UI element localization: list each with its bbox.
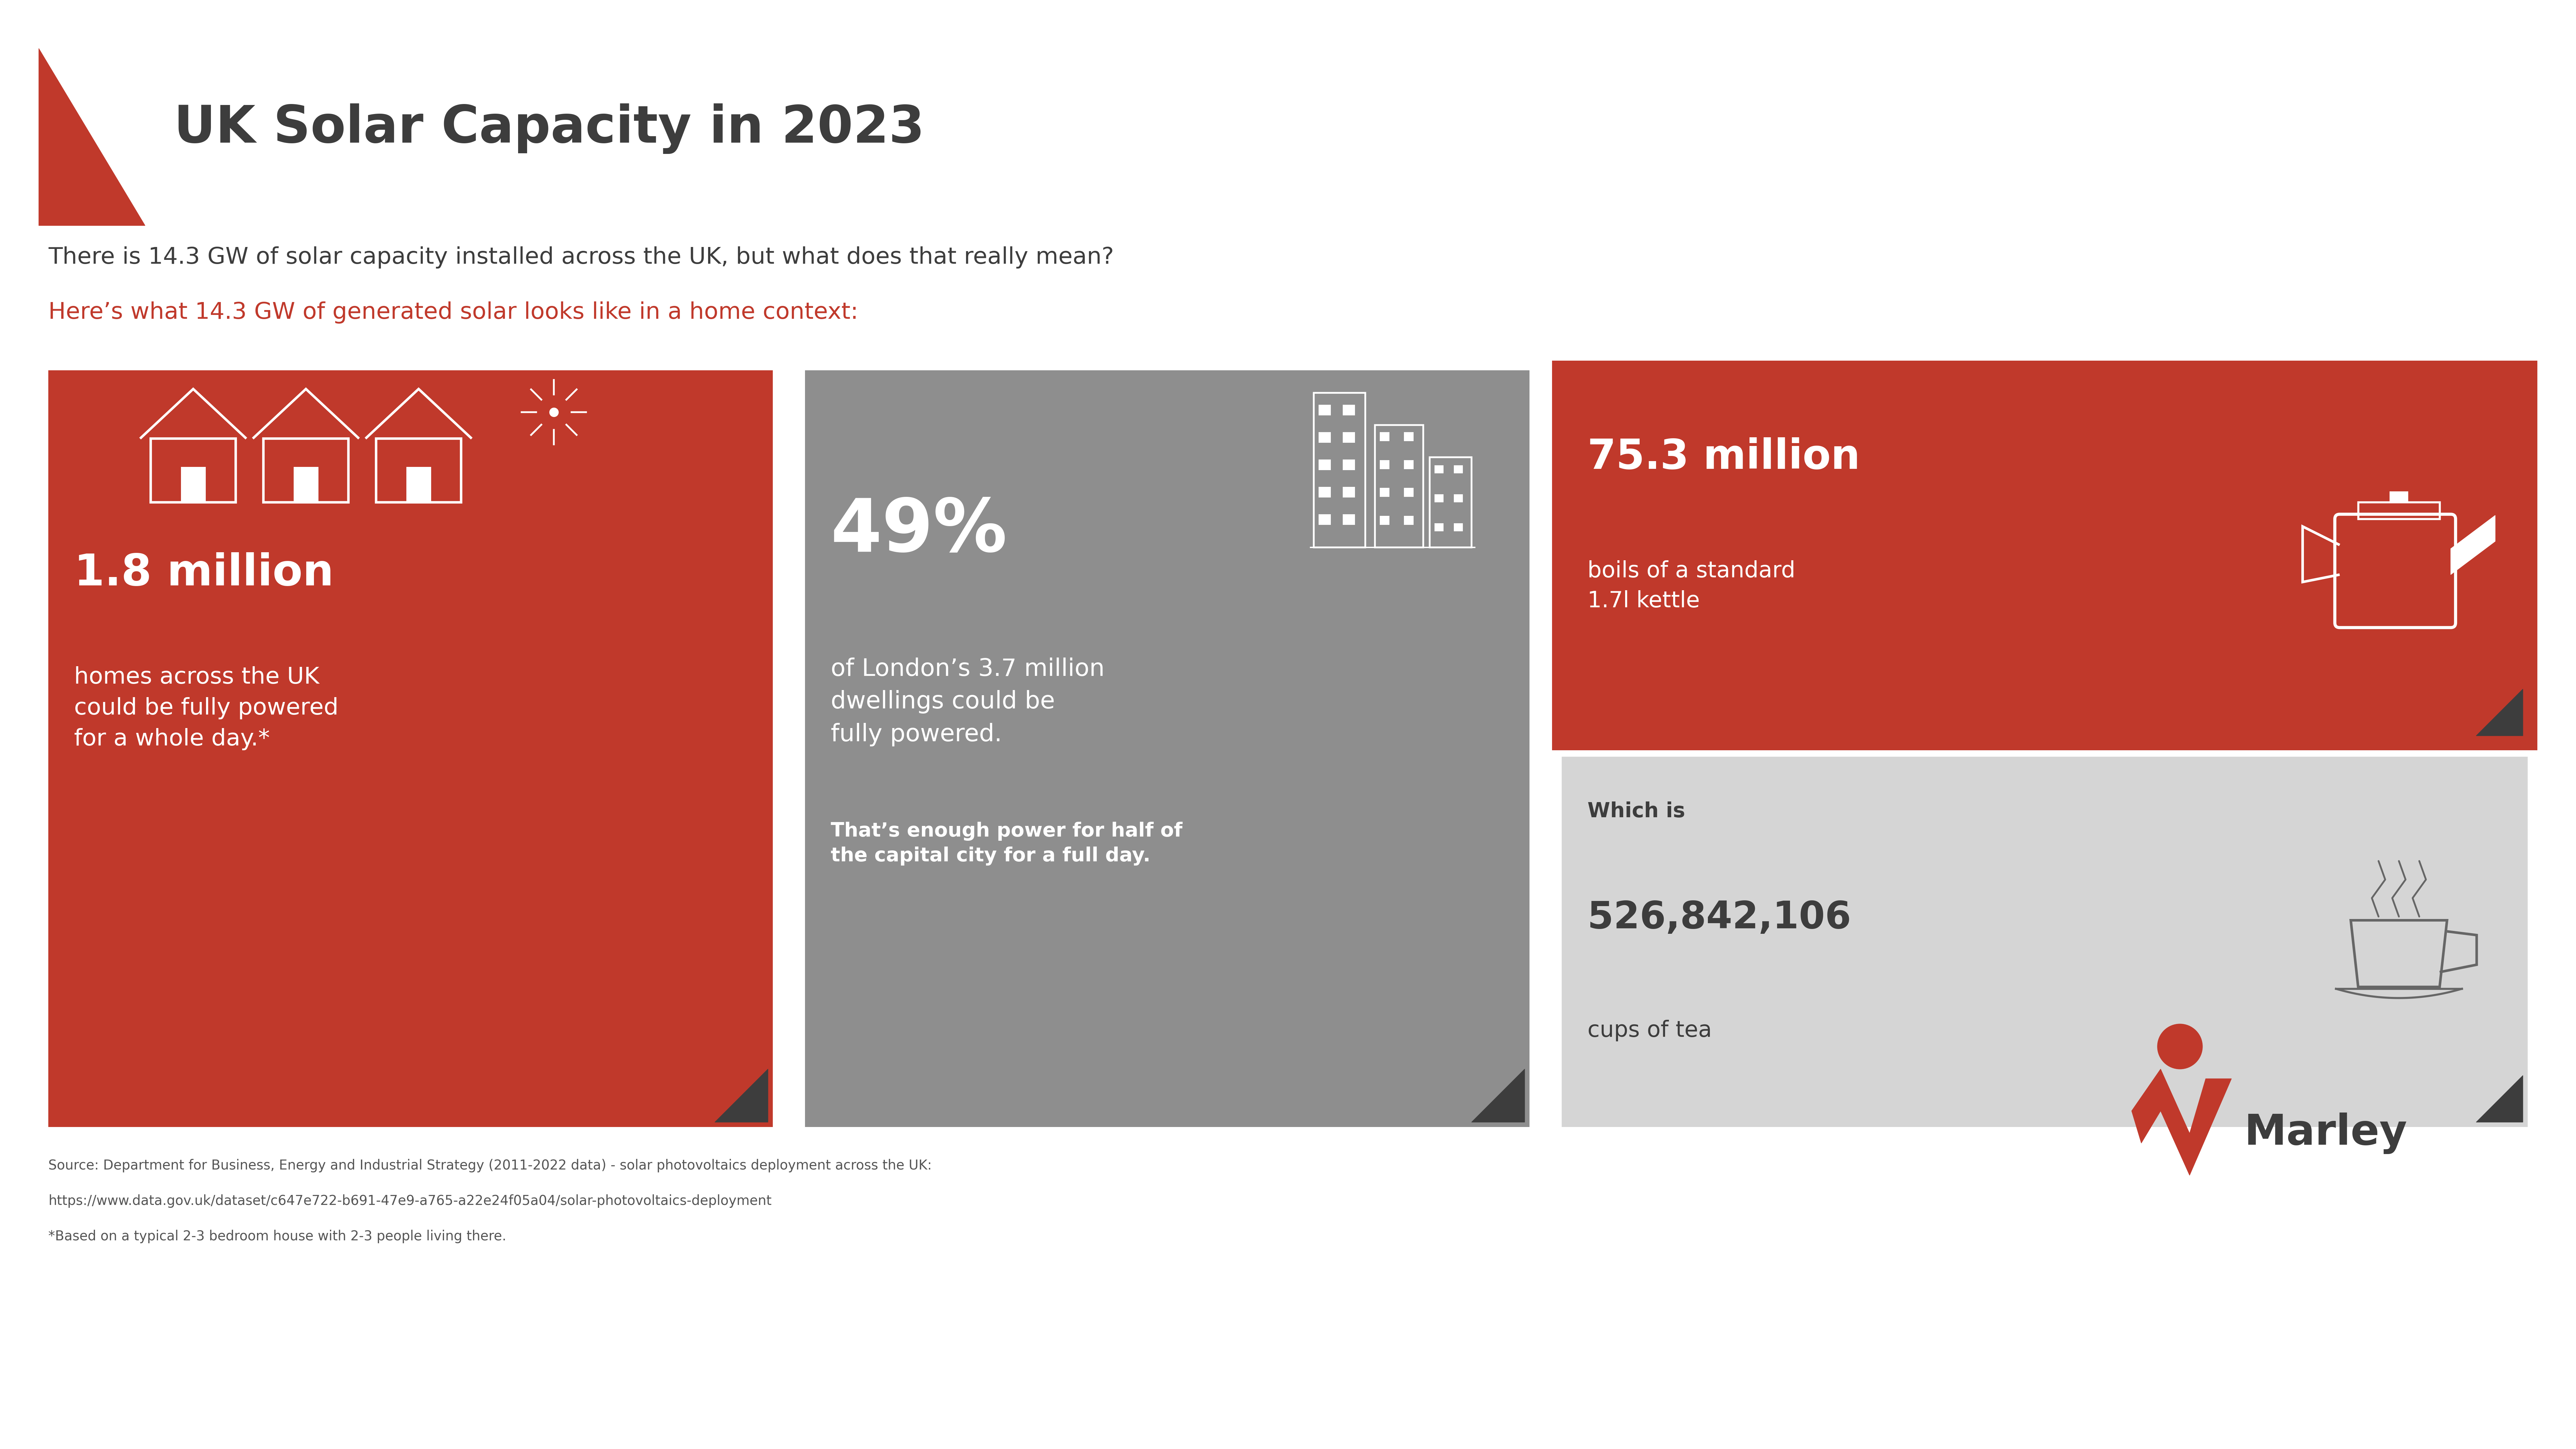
Bar <box>1453 494 1463 503</box>
Polygon shape <box>39 48 144 226</box>
Bar <box>1314 393 1365 548</box>
Bar <box>1342 487 1355 497</box>
Bar <box>2357 503 2439 519</box>
Bar <box>1435 465 1443 474</box>
Text: UK Solar Capacity in 2023: UK Solar Capacity in 2023 <box>175 103 925 154</box>
Bar <box>1381 488 1388 497</box>
Text: 75.3 million: 75.3 million <box>1587 438 1860 477</box>
Bar <box>1404 432 1414 440</box>
Bar <box>294 467 319 503</box>
Bar <box>1319 459 1332 469</box>
Bar <box>1381 432 1388 440</box>
Text: 526,842,106: 526,842,106 <box>1587 900 1852 936</box>
Text: There is 14.3 GW of solar capacity installed across the UK, but what does that r: There is 14.3 GW of solar capacity insta… <box>49 246 1113 268</box>
Bar <box>263 439 348 503</box>
Bar <box>149 439 237 503</box>
Bar <box>1376 425 1422 548</box>
Polygon shape <box>2133 1069 2231 1175</box>
Bar <box>180 467 206 503</box>
Bar <box>1319 432 1332 443</box>
Bar <box>1319 404 1332 416</box>
Bar <box>1453 523 1463 532</box>
Text: Marley: Marley <box>2244 1113 2409 1155</box>
FancyBboxPatch shape <box>804 371 1530 1127</box>
Polygon shape <box>2476 690 2522 736</box>
FancyBboxPatch shape <box>1551 361 2537 751</box>
Text: 49%: 49% <box>829 496 1007 567</box>
Bar <box>1453 465 1463 474</box>
Bar <box>1319 514 1332 525</box>
Text: That’s enough power for half of
the capital city for a full day.: That’s enough power for half of the capi… <box>829 822 1182 865</box>
Text: Which is: Which is <box>1587 801 1685 822</box>
Text: boils of a standard
1.7l kettle: boils of a standard 1.7l kettle <box>1587 561 1795 611</box>
Bar <box>1342 459 1355 469</box>
Bar <box>407 467 430 503</box>
Bar <box>1381 459 1388 469</box>
Bar <box>1319 487 1332 497</box>
Text: *Based on a typical 2-3 bedroom house with 2-3 people living there.: *Based on a typical 2-3 bedroom house wi… <box>49 1230 507 1243</box>
Bar <box>376 439 461 503</box>
Bar <box>1435 523 1443 532</box>
Polygon shape <box>2450 516 2496 575</box>
Bar <box>1435 494 1443 503</box>
Polygon shape <box>1471 1069 1525 1122</box>
Text: Source: Department for Business, Energy and Industrial Strategy (2011-2022 data): Source: Department for Business, Energy … <box>49 1159 933 1172</box>
Bar <box>1342 514 1355 525</box>
Text: of London’s 3.7 million
dwellings could be
fully powered.: of London’s 3.7 million dwellings could … <box>829 658 1105 746</box>
Text: 1.8 million: 1.8 million <box>75 552 335 594</box>
FancyBboxPatch shape <box>1561 756 2527 1127</box>
Bar <box>2391 491 2409 503</box>
Bar <box>1404 459 1414 469</box>
Bar <box>1430 458 1471 548</box>
Polygon shape <box>716 1069 768 1122</box>
Text: https://www.data.gov.uk/dataset/c647e722-b691-47e9-a765-a22e24f05a04/solar-photo: https://www.data.gov.uk/dataset/c647e722… <box>49 1194 773 1208</box>
Bar <box>1342 432 1355 443</box>
Bar <box>1404 516 1414 525</box>
Circle shape <box>2159 1024 2202 1069</box>
Text: homes across the UK
could be fully powered
for a whole day.*: homes across the UK could be fully power… <box>75 667 337 751</box>
Text: Here’s what 14.3 GW of generated solar looks like in a home context:: Here’s what 14.3 GW of generated solar l… <box>49 301 858 323</box>
Bar <box>1404 488 1414 497</box>
Bar <box>1381 516 1388 525</box>
Text: cups of tea: cups of tea <box>1587 1020 1713 1042</box>
FancyBboxPatch shape <box>49 371 773 1127</box>
Bar <box>1342 404 1355 416</box>
Polygon shape <box>2476 1075 2522 1122</box>
